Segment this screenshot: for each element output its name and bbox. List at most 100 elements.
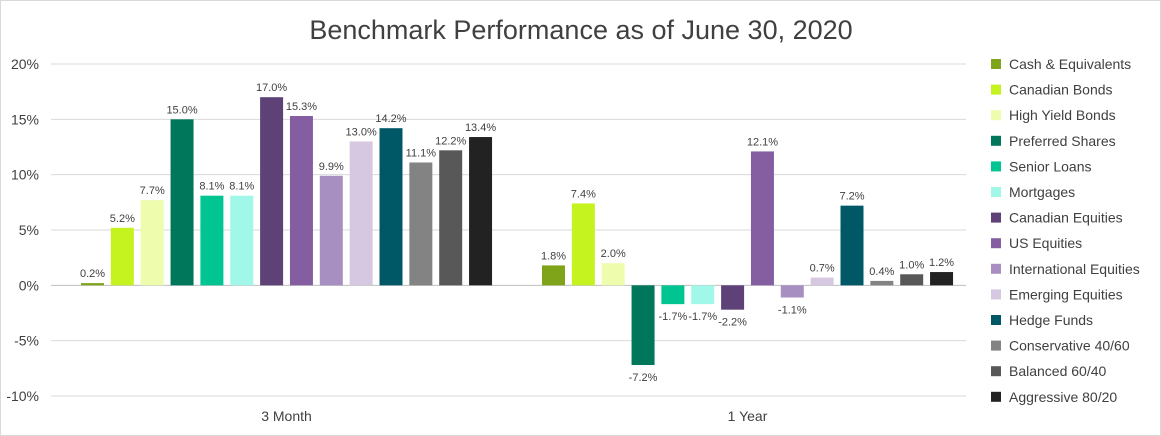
bar: [601, 263, 625, 286]
legend-label: Conservative 40/60: [1009, 338, 1130, 354]
data-label: 8.1%: [229, 181, 254, 193]
bar: [81, 283, 104, 286]
data-label: 7.2%: [839, 191, 864, 203]
legend-swatch: [991, 187, 1001, 197]
legend-swatch: [991, 263, 1001, 274]
bars: [81, 97, 954, 366]
data-label: 0.7%: [810, 263, 835, 275]
bar: [260, 97, 284, 286]
legend-label: US Equities: [1009, 235, 1082, 251]
data-label: 0.2%: [80, 268, 105, 280]
legend-item: Senior Loans: [991, 158, 1092, 174]
legend-item: Cash & Equivalents: [991, 56, 1131, 72]
legend-swatch: [991, 315, 1001, 325]
legend-label: Hedge Funds: [1009, 312, 1093, 328]
bar: [379, 128, 403, 286]
legend-item: High Yield Bonds: [991, 107, 1116, 123]
legend-item: Canadian Bonds: [991, 82, 1113, 98]
data-label: 13.0%: [346, 126, 377, 138]
legend-item: Mortgages: [991, 184, 1075, 200]
legend-label: Mortgages: [1009, 184, 1075, 200]
data-label: 11.1%: [406, 147, 437, 159]
bar: [631, 285, 655, 366]
bar: [230, 195, 254, 286]
legend-item: Balanced 60/40: [991, 363, 1107, 379]
data-label: 5.2%: [110, 213, 135, 225]
y-tick-label: 5%: [19, 222, 39, 238]
legend-item: US Equities: [991, 235, 1082, 251]
x-axis-category-labels: 3 Month 1 Year: [261, 408, 767, 424]
bar: [661, 285, 685, 305]
bar: [469, 137, 493, 286]
legend-swatch: [991, 59, 1001, 69]
legend-label: International Equities: [1009, 261, 1140, 277]
bar: [691, 285, 715, 305]
data-label: -1.7%: [688, 311, 717, 323]
category-label: 1 Year: [728, 408, 768, 424]
bar: [439, 150, 463, 286]
bar: [780, 285, 804, 298]
y-tick-label: -5%: [14, 333, 39, 349]
data-label: 15.0%: [166, 104, 197, 116]
data-label: -1.7%: [659, 311, 688, 323]
data-label: -1.1%: [778, 305, 807, 317]
legend-swatch: [991, 84, 1001, 95]
bar: [810, 277, 834, 286]
data-label: 12.2%: [435, 135, 466, 147]
data-labels: 0.2% 5.2% 7.7% 15.0% 8.1% 8.1% 17.0% 15.3% 9.9% 1…: [80, 82, 954, 384]
legend-item: Preferred Shares: [991, 133, 1116, 149]
legend-item: Hedge Funds: [991, 312, 1093, 328]
legend-swatch: [991, 212, 1001, 223]
bar: [840, 205, 864, 286]
legend-label: Cash & Equivalents: [1009, 56, 1131, 72]
legend-label: Canadian Equities: [1009, 210, 1123, 226]
data-label: -2.2%: [718, 317, 747, 329]
legend-swatch: [991, 135, 1001, 146]
category-label: 3 Month: [261, 408, 312, 424]
bar: [319, 175, 343, 286]
legend-label: Canadian Bonds: [1009, 82, 1113, 98]
data-label: 8.1%: [199, 181, 224, 193]
bar: [289, 116, 313, 286]
y-tick-label: 0%: [19, 277, 39, 293]
data-label: 7.7%: [140, 185, 165, 197]
data-label: 13.4%: [465, 122, 496, 134]
bar: [542, 265, 565, 286]
legend-item: Conservative 40/60: [991, 338, 1130, 354]
legend-swatch: [991, 110, 1001, 121]
legend-swatch: [991, 161, 1001, 172]
bar: [349, 141, 373, 286]
legend-item: Canadian Equities: [991, 210, 1123, 226]
data-label: 2.0%: [601, 248, 626, 260]
bar: [721, 285, 745, 310]
legend-label: Aggressive 80/20: [1009, 389, 1117, 405]
legend: Cash & Equivalents Canadian Bonds High Yie…: [991, 56, 1140, 405]
legend-item: International Equities: [991, 261, 1140, 277]
bar: [110, 227, 134, 286]
y-axis-tick-labels: 20% 15% 10% 5% 0% -5% -10%: [6, 56, 39, 404]
bar: [140, 200, 164, 286]
bar: [170, 119, 194, 286]
bar: [930, 272, 954, 286]
y-tick-label: 20%: [11, 56, 39, 72]
data-label: 7.4%: [571, 188, 596, 200]
chart-title: Benchmark Performance as of June 30, 202…: [309, 15, 852, 45]
data-label: 14.2%: [375, 113, 406, 125]
legend-label: Emerging Equities: [1009, 286, 1123, 302]
y-tick-label: -10%: [6, 388, 39, 404]
bar: [900, 274, 924, 286]
y-tick-label: 10%: [11, 167, 39, 183]
data-label: -7.2%: [629, 372, 658, 384]
legend-swatch: [991, 289, 1001, 300]
data-label: 1.2%: [929, 257, 954, 269]
legend-item: Emerging Equities: [991, 286, 1123, 302]
legend-swatch: [991, 366, 1001, 377]
legend-label: Preferred Shares: [1009, 133, 1116, 149]
data-label: 17.0%: [256, 82, 287, 94]
legend-label: High Yield Bonds: [1009, 107, 1116, 123]
bar: [200, 195, 224, 286]
data-label: 9.9%: [319, 161, 344, 173]
bar: [571, 203, 595, 286]
